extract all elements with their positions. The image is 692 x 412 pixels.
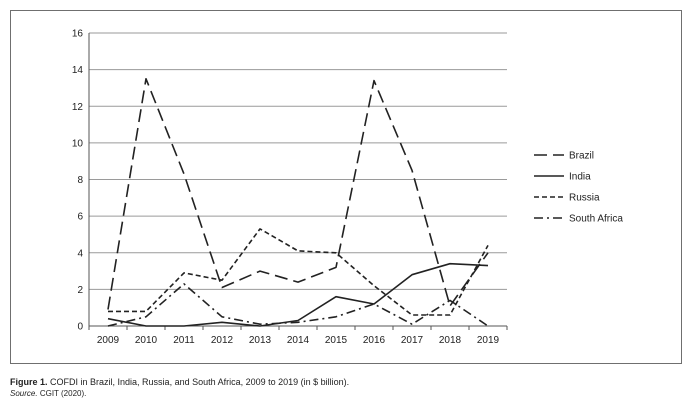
gridlines bbox=[89, 32, 507, 290]
y-tick-label: 8 bbox=[77, 175, 83, 186]
source-line: Source. CGIT (2020). bbox=[10, 388, 682, 400]
series-line-brazil bbox=[107, 78, 489, 310]
legend: Brazil India Russia South Africa bbox=[534, 151, 623, 225]
figure-caption: Figure 1. COFDI in Brazil, India, Russia… bbox=[10, 376, 682, 400]
line-chart: 0 2 4 6 8 10 12 14 16 2009 2010 2011 2012 2013 2014 201… bbox=[72, 29, 623, 347]
y-tick-label: 0 bbox=[77, 322, 83, 333]
series-line-south-africa bbox=[107, 283, 489, 327]
x-tick-label: 2016 bbox=[363, 335, 386, 346]
chart-frame: 0 2 4 6 8 10 12 14 16 2009 2010 2011 2012 2013 2014 201… bbox=[10, 10, 682, 364]
x-tick-label: 2010 bbox=[135, 335, 158, 346]
x-tick-label: 2019 bbox=[477, 335, 500, 346]
x-tick-label: 2013 bbox=[249, 335, 272, 346]
caption-text: COFDI in Brazil, India, Russia, and Sout… bbox=[50, 377, 350, 387]
x-tick-label: 2015 bbox=[325, 335, 348, 346]
y-tick-label: 12 bbox=[72, 102, 84, 113]
source-label: Source. bbox=[10, 389, 38, 398]
legend-label: Brazil bbox=[569, 151, 594, 162]
x-tick-label: 2014 bbox=[287, 335, 310, 346]
y-tick-label: 16 bbox=[72, 29, 84, 40]
legend-label: South Africa bbox=[569, 214, 623, 225]
x-tick-label: 2017 bbox=[401, 335, 424, 346]
y-tick-label: 4 bbox=[77, 248, 83, 259]
y-tick-label: 14 bbox=[72, 65, 84, 76]
figure-label: Figure 1. bbox=[10, 377, 48, 387]
x-tick-label: 2012 bbox=[211, 335, 234, 346]
series-lines bbox=[107, 78, 489, 327]
axes: 0 2 4 6 8 10 12 14 16 2009 2010 2011 2012 2013 2014 201… bbox=[72, 29, 508, 346]
source-text: CGIT (2020). bbox=[39, 389, 87, 398]
series-line-india bbox=[107, 262, 489, 327]
y-tick-label: 10 bbox=[72, 138, 84, 149]
x-tick-label: 2011 bbox=[173, 335, 195, 346]
legend-label: Russia bbox=[569, 193, 600, 204]
x-tick-label: 2009 bbox=[97, 335, 120, 346]
x-tick-label: 2018 bbox=[439, 335, 462, 346]
legend-label: India bbox=[569, 172, 591, 183]
series-line-russia bbox=[108, 228, 489, 316]
y-tick-label: 2 bbox=[77, 285, 83, 296]
caption-line: Figure 1. COFDI in Brazil, India, Russia… bbox=[10, 376, 682, 388]
y-tick-label: 6 bbox=[77, 212, 83, 223]
